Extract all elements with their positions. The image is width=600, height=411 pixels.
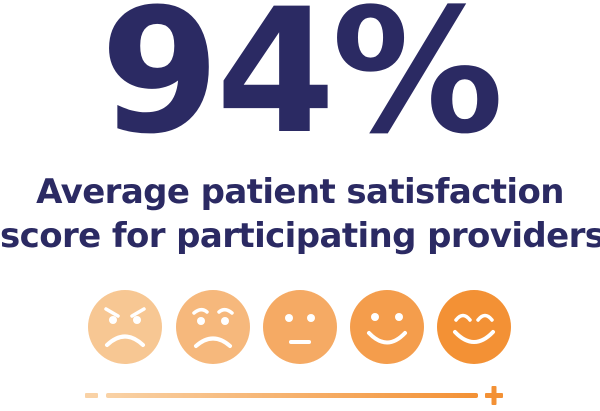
- happy-face-icon: [437, 290, 511, 364]
- plus-symbol: [485, 386, 503, 405]
- scale-gradient-bar: [106, 393, 478, 398]
- satisfaction-percentage: 94%: [100, 0, 504, 172]
- caption-line-2: score for participating providers.: [0, 216, 600, 256]
- sad-face-icon: [176, 290, 250, 364]
- smile-face-icon: [350, 290, 424, 364]
- angry-face-icon: [88, 290, 162, 364]
- scale-bar: [85, 386, 503, 405]
- neutral-face-icon: [263, 290, 337, 364]
- caption-line-1: Average patient satisfaction: [36, 172, 564, 212]
- minus-symbol: [85, 393, 98, 398]
- satisfaction-caption: Average patient satisfaction score for p…: [0, 170, 600, 258]
